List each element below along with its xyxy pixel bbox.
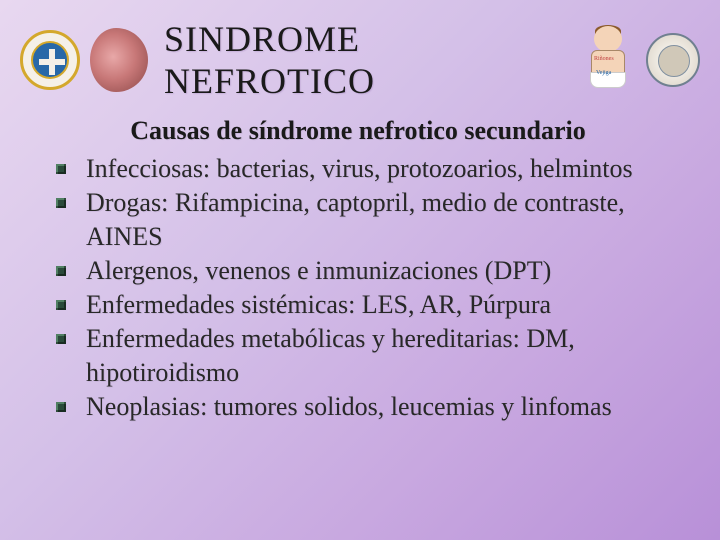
content-subtitle: Causas de síndrome nefrotico secundario (36, 116, 680, 146)
baby-bladder-label: Vejiga (596, 70, 611, 76)
list-item: Neoplasias: tumores solidos, leucemias y… (56, 390, 680, 423)
kidney-illustration (90, 28, 148, 92)
list-item: Enfermedades metabólicas y hereditarias:… (56, 322, 680, 389)
list-item: Drogas: Rifampicina, captopril, medio de… (56, 186, 680, 253)
institution-seal (646, 33, 700, 87)
baby-kidney-label: Riñones (594, 56, 614, 62)
baby-anatomy-figure: Riñones Vejiga (580, 26, 636, 94)
slide-header: SINDROME NEFROTICO Riñones Vejiga (0, 0, 720, 108)
causes-list: Infecciosas: bacterias, virus, protozoar… (56, 152, 680, 423)
list-item: Infecciosas: bacterias, virus, protozoar… (56, 152, 680, 185)
slide-content: Causas de síndrome nefrotico secundario … (0, 108, 720, 423)
list-item: Alergenos, venenos e inmunizaciones (DPT… (56, 254, 680, 287)
hospital-cross-logo (20, 30, 80, 90)
slide-title: SINDROME NEFROTICO (164, 18, 570, 102)
list-item: Enfermedades sistémicas: LES, AR, Púrpur… (56, 288, 680, 321)
